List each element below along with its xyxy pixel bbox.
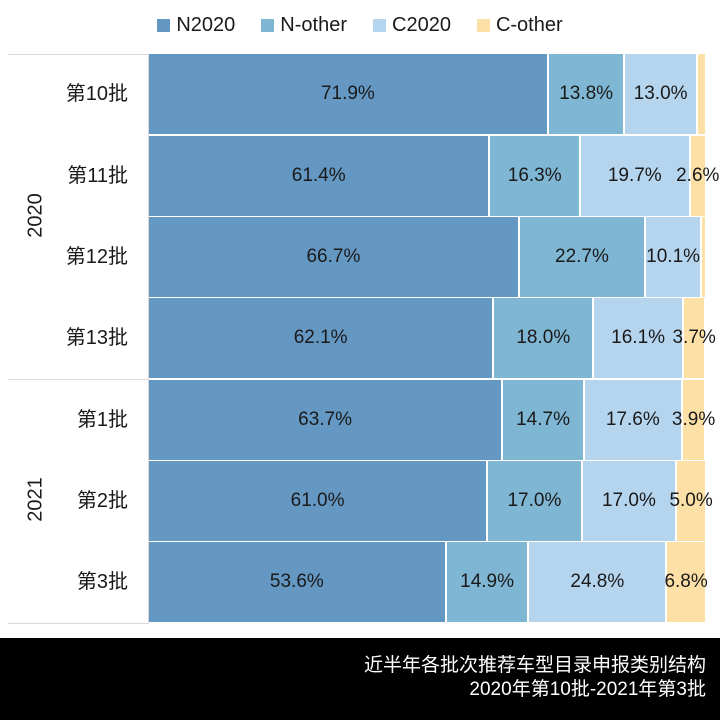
chart-legend: N2020 N-other C2020 C-other [0,10,720,40]
legend-item-c-other: C-other [476,13,563,37]
category-label: 第13批 [65,327,128,349]
chart-caption: 近半年各批次推荐车型目录申报类别结构 2020年第10批-2021年第3批 [0,638,720,720]
legend-label: N2020 [176,13,236,36]
bar-segment-c-other: 5.0% [669,461,713,541]
data-label: 2.6% [676,165,720,186]
legend-swatch-n2020 [157,18,171,32]
bar-segment-n-other: 14.7% [503,380,585,460]
legend-item-c2020: C2020 [373,14,451,37]
legend-label: C-other [495,13,563,36]
data-label: 13.0% [633,83,688,104]
data-label: 18.0% [516,327,571,348]
caption-title: 近半年各批次推荐车型目录申报类别结构 [363,655,706,676]
y-axis-line [148,54,149,624]
axis-top-line [8,54,149,55]
data-label: 16.1% [611,327,666,348]
bar-row: 61.0% 17.0% 17.0% 5.0% [149,461,713,541]
bar-row: 61.4% 16.3% 19.7% 2.6% [149,136,719,216]
year-label-2021: 2021 [24,477,47,522]
bar-row: 53.6% 14.9% 24.8% 6.8% [149,542,708,622]
data-label: 14.9% [460,571,515,592]
legend-item-n2020: N2020 [157,14,235,37]
bar-segment-n2020: 53.6% [149,542,447,622]
data-label: 5.0% [669,490,713,511]
legend-item-n-other: N-other [261,14,347,37]
data-label: 66.7% [306,246,361,267]
data-label: 16.3% [507,165,562,186]
data-label: 61.4% [291,165,346,186]
bar-segment-n2020: 61.0% [149,461,489,541]
bar-segment-n-other: 16.3% [490,136,581,216]
bar-segment-c2020: 17.6% [584,380,683,460]
bar-segment-c2020: 19.7% [581,136,691,216]
data-label: 10.1% [646,246,701,267]
bar-segment-c-other: 3.7% [672,298,716,378]
data-label: 53.6% [269,571,324,592]
data-label: 13.8% [559,83,614,104]
category-label: 第12批 [65,246,128,268]
bar-row: 71.9% 13.8% 13.0% [149,54,705,134]
bar-segment-n2020: 71.9% [149,54,549,134]
legend-swatch-c-other [476,18,490,32]
data-label: 17.6% [605,409,660,430]
category-label: 第2批 [76,490,128,512]
bar-segment-c-other [697,54,705,134]
category-label: 第3批 [76,571,128,593]
bar-segment-c2020: 10.1% [646,217,703,297]
bar-segment-n2020: 62.1% [149,298,495,378]
axis-bottom-line [8,623,149,624]
bar-segment-c2020: 17.0% [582,461,678,541]
legend-label: N-other [280,13,347,36]
bar-segment-c-other: 2.6% [676,136,719,216]
bar-segment-n2020: 63.7% [149,380,504,460]
data-label: 63.7% [298,409,353,430]
legend-label: C2020 [392,13,451,36]
bar-segment-n-other: 17.0% [488,461,583,541]
data-label: 14.7% [516,409,570,430]
bar-segment-c-other: 6.8% [664,542,708,622]
bar-row: 62.1% 18.0% 16.1% 3.7% [149,298,716,378]
bar-segment-n2020: 66.7% [149,217,520,297]
category-label: 第1批 [76,409,128,431]
category-label: 第10批 [65,83,128,105]
legend-swatch-n-other [261,18,275,32]
data-label: 19.7% [607,165,662,186]
bar-segment-c2020: 13.0% [625,54,698,134]
bar-segment-n-other: 13.8% [548,54,626,134]
data-label: 24.8% [570,571,625,592]
data-label: 6.8% [664,571,708,592]
caption-subtitle: 2020年第10批-2021年第3批 [469,679,706,700]
bar-segment-n-other: 18.0% [494,298,595,378]
year-label-2020: 2020 [24,193,47,238]
data-label: 3.9% [671,409,716,430]
bar-segment-c-other [702,217,705,297]
data-label: 17.0% [601,490,656,511]
data-label: 22.7% [555,246,609,267]
bar-segment-n2020: 61.4% [149,136,491,216]
legend-swatch-c2020 [373,18,386,32]
bar-row: 63.7% 14.7% 17.6% 3.9% [149,380,715,460]
data-label: 61.0% [290,490,345,511]
bar-segment-c2020: 24.8% [529,542,668,622]
data-label: 3.7% [672,327,716,348]
data-label: 17.0% [507,490,562,511]
bar-segment-c2020: 16.1% [594,298,684,378]
data-label: 62.1% [293,327,348,348]
category-label: 第11批 [67,165,128,187]
bar-segment-n-other: 22.7% [519,217,647,297]
year-divider-line [8,379,149,380]
bar-segment-n-other: 14.9% [446,542,530,622]
data-label: 71.9% [320,83,375,104]
bar-segment-c-other: 3.9% [672,380,715,460]
bar-row: 66.7% 22.7% 10.1% [149,217,705,297]
